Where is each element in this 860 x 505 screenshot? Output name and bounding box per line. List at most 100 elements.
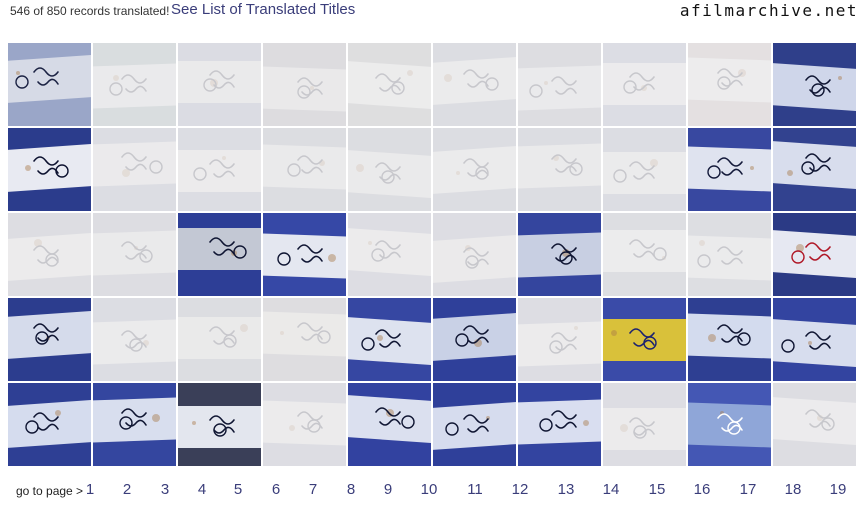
film-photo xyxy=(8,128,91,211)
film-thumbnail[interactable] xyxy=(603,128,686,211)
untranslated-overlay xyxy=(8,213,91,296)
film-photo xyxy=(688,298,771,381)
film-thumbnail[interactable] xyxy=(8,213,91,296)
site-logo[interactable]: afilmarchive.net xyxy=(679,1,858,20)
header: 546 of 850 records translated! See List … xyxy=(0,0,860,24)
untranslated-overlay xyxy=(263,383,346,466)
film-thumbnail[interactable] xyxy=(773,213,856,296)
film-thumbnail[interactable] xyxy=(603,213,686,296)
film-thumbnail[interactable] xyxy=(93,383,176,466)
film-thumbnail[interactable] xyxy=(518,298,601,381)
untranslated-overlay xyxy=(348,128,431,211)
page-link[interactable]: 7 xyxy=(308,481,318,498)
film-thumbnail[interactable] xyxy=(93,213,176,296)
untranslated-overlay xyxy=(603,128,686,211)
film-thumbnail[interactable] xyxy=(433,213,516,296)
film-thumbnail[interactable] xyxy=(263,43,346,126)
film-thumbnail[interactable] xyxy=(348,128,431,211)
film-thumbnail[interactable] xyxy=(263,298,346,381)
page-link[interactable]: 3 xyxy=(160,481,170,498)
film-thumbnail[interactable] xyxy=(348,298,431,381)
page-link[interactable]: 17 xyxy=(739,481,757,498)
page-link[interactable]: 6 xyxy=(271,481,281,498)
film-thumbnail[interactable] xyxy=(433,128,516,211)
untranslated-overlay xyxy=(348,43,431,126)
film-thumbnail[interactable] xyxy=(688,298,771,381)
page-link[interactable]: 18 xyxy=(784,481,802,498)
page-link[interactable]: 14 xyxy=(602,481,620,498)
film-thumbnail[interactable] xyxy=(688,43,771,126)
film-thumbnail[interactable] xyxy=(688,213,771,296)
film-photo xyxy=(263,213,346,296)
film-photo xyxy=(8,298,91,381)
film-photo xyxy=(178,213,261,296)
film-thumbnail[interactable] xyxy=(93,43,176,126)
film-thumbnail[interactable] xyxy=(433,383,516,466)
film-thumbnail[interactable] xyxy=(773,128,856,211)
film-thumbnail[interactable] xyxy=(603,298,686,381)
film-thumbnail[interactable] xyxy=(178,43,261,126)
page-link[interactable]: 11 xyxy=(467,481,483,498)
film-thumbnail[interactable] xyxy=(688,128,771,211)
film-thumbnail[interactable] xyxy=(518,43,601,126)
film-photo xyxy=(688,128,771,211)
film-thumbnail[interactable] xyxy=(93,298,176,381)
untranslated-overlay xyxy=(433,43,516,126)
film-thumbnail[interactable] xyxy=(603,383,686,466)
untranslated-overlay xyxy=(603,43,686,126)
film-thumbnail[interactable] xyxy=(263,213,346,296)
page-link[interactable]: 1 xyxy=(85,481,95,498)
film-thumbnail[interactable] xyxy=(8,383,91,466)
page-link[interactable]: 10 xyxy=(420,481,438,498)
film-photo xyxy=(8,43,91,126)
film-thumbnail[interactable] xyxy=(178,383,261,466)
film-photo xyxy=(773,43,856,126)
untranslated-overlay xyxy=(93,298,176,381)
pagination-label: go to page > xyxy=(16,484,84,498)
film-thumbnail[interactable] xyxy=(518,213,601,296)
film-photo xyxy=(603,298,686,381)
film-thumbnail[interactable] xyxy=(263,383,346,466)
page-link[interactable]: 2 xyxy=(122,481,132,498)
film-thumbnail[interactable] xyxy=(688,383,771,466)
film-photo xyxy=(348,298,431,381)
film-thumbnail[interactable] xyxy=(8,43,91,126)
page-link[interactable]: 4 xyxy=(197,481,207,498)
untranslated-overlay xyxy=(93,128,176,211)
film-thumbnail[interactable] xyxy=(8,298,91,381)
page-link[interactable]: 12 xyxy=(511,481,529,498)
page-link[interactable]: 15 xyxy=(648,481,666,498)
page-link[interactable]: 19 xyxy=(829,481,847,498)
see-translated-titles-link[interactable]: See List of Translated Titles xyxy=(171,1,356,18)
page-link[interactable]: 13 xyxy=(557,481,575,498)
film-thumbnail[interactable] xyxy=(348,383,431,466)
untranslated-overlay xyxy=(518,43,601,126)
film-thumbnail[interactable] xyxy=(8,128,91,211)
untranslated-overlay xyxy=(603,383,686,466)
film-thumbnail[interactable] xyxy=(518,128,601,211)
page-link[interactable]: 9 xyxy=(383,481,393,498)
page-link[interactable]: 5 xyxy=(233,481,243,498)
film-photo xyxy=(518,383,601,466)
film-thumbnail[interactable] xyxy=(773,383,856,466)
page-link[interactable]: 16 xyxy=(693,481,711,498)
film-photo xyxy=(773,128,856,211)
untranslated-overlay xyxy=(518,128,601,211)
film-thumbnail[interactable] xyxy=(178,128,261,211)
untranslated-overlay xyxy=(433,128,516,211)
film-thumbnail[interactable] xyxy=(603,43,686,126)
film-thumbnail[interactable] xyxy=(178,213,261,296)
film-thumbnail[interactable] xyxy=(178,298,261,381)
film-photo xyxy=(433,298,516,381)
film-thumbnail[interactable] xyxy=(773,298,856,381)
page-link[interactable]: 8 xyxy=(346,481,356,498)
film-thumbnail[interactable] xyxy=(433,298,516,381)
film-thumbnail[interactable] xyxy=(433,43,516,126)
film-thumbnail[interactable] xyxy=(263,128,346,211)
film-thumbnail[interactable] xyxy=(518,383,601,466)
film-photo xyxy=(688,383,771,466)
film-thumbnail[interactable] xyxy=(773,43,856,126)
film-thumbnail[interactable] xyxy=(348,213,431,296)
film-thumbnail[interactable] xyxy=(93,128,176,211)
film-thumbnail[interactable] xyxy=(348,43,431,126)
